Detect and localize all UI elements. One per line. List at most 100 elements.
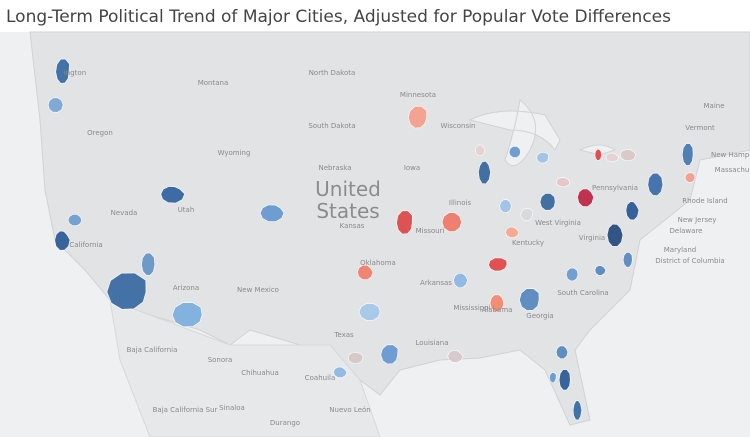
city-area xyxy=(347,351,364,364)
city-area xyxy=(55,58,70,84)
city-area xyxy=(619,149,637,161)
place-label: Maine xyxy=(703,102,724,110)
city-area xyxy=(594,265,607,276)
place-label: Texas xyxy=(333,331,354,339)
city-area xyxy=(106,272,147,310)
country-label: United States xyxy=(315,177,381,223)
place-label: Illinois xyxy=(449,199,472,207)
city-area xyxy=(54,230,71,251)
place-label: Coahuila xyxy=(305,374,336,382)
city-area xyxy=(520,208,533,221)
place-label: Nevada xyxy=(111,209,138,217)
land-mexico xyxy=(109,299,381,437)
place-label: Nuevo León xyxy=(329,406,370,414)
city-area xyxy=(622,252,633,268)
place-label: Arizona xyxy=(173,284,199,292)
city-area xyxy=(499,199,512,213)
city-area xyxy=(380,344,399,365)
city-area xyxy=(549,372,557,384)
city-area xyxy=(681,143,694,166)
place-label: South Dakota xyxy=(308,122,355,130)
city-area xyxy=(536,152,549,164)
place-label: Nebraska xyxy=(318,164,351,172)
city-area xyxy=(577,188,595,208)
city-area xyxy=(505,226,520,238)
place-label: Louisiana xyxy=(415,339,448,347)
city-area xyxy=(407,105,428,129)
place-label: Wyoming xyxy=(218,149,251,157)
place-label: Pennsylvania xyxy=(592,184,638,192)
place-label: New Mexico xyxy=(237,286,279,294)
city-area xyxy=(67,214,83,227)
place-label: Baja California xyxy=(127,346,178,354)
city-area xyxy=(453,272,468,289)
city-area xyxy=(478,160,491,185)
city-area xyxy=(47,97,64,113)
place-label: Vermont xyxy=(685,124,715,132)
city-area xyxy=(160,186,186,204)
city-area xyxy=(519,288,540,311)
place-label: Massachu xyxy=(715,166,750,174)
city-area xyxy=(625,201,640,221)
place-label: Oregon xyxy=(87,129,113,137)
place-label: Georgia xyxy=(526,312,553,320)
city-area xyxy=(605,152,620,162)
place-label: Kentucky xyxy=(512,239,544,247)
city-area xyxy=(259,204,285,222)
city-area xyxy=(171,302,203,328)
country-label-line: United xyxy=(315,177,381,201)
place-label: Rhode Island xyxy=(682,197,727,205)
city-area xyxy=(558,369,571,391)
country-label-line: States xyxy=(316,199,379,223)
place-label: Virginia xyxy=(579,234,605,242)
place-label: Wisconsin xyxy=(441,122,476,130)
place-label: Utah xyxy=(178,206,195,214)
labels: ington Montana North Dakota South Dakota Min… xyxy=(64,69,750,427)
place-label: Arkansas xyxy=(420,279,452,287)
city-area xyxy=(358,303,381,321)
city-area xyxy=(396,210,413,235)
city-area xyxy=(594,148,602,161)
city-area xyxy=(441,212,462,232)
land-us xyxy=(29,31,750,426)
place-label: Minnesota xyxy=(400,91,436,99)
place-label: Iowa xyxy=(404,164,420,172)
city-area xyxy=(606,223,624,247)
place-label: West Virginia xyxy=(535,219,581,227)
city-area xyxy=(572,400,583,421)
place-label: Oklahoma xyxy=(360,259,396,267)
city-area xyxy=(357,264,374,280)
city-area xyxy=(508,145,521,158)
place-label: South Carolina xyxy=(557,289,608,297)
city-area xyxy=(647,172,664,197)
title: Long-Term Political Trend of Major Citie… xyxy=(6,7,671,27)
place-label: Mississippi xyxy=(453,304,490,312)
place-label: Maryland xyxy=(664,246,696,254)
place-label: Sonora xyxy=(208,356,233,364)
place-label: Alabama xyxy=(482,306,513,314)
place-label: Sinaloa xyxy=(219,404,245,412)
place-label: New Hamps xyxy=(711,151,750,159)
city-area xyxy=(684,172,696,183)
place-label: Missouri xyxy=(416,227,445,235)
city-area xyxy=(447,350,464,363)
place-label: Chihuahua xyxy=(241,369,279,377)
city-area xyxy=(565,267,579,282)
place-label: Baja California Sur xyxy=(153,406,218,414)
city-area xyxy=(141,252,156,276)
place-label: North Dakota xyxy=(309,69,356,77)
place-label: New Jersey xyxy=(678,216,717,224)
city-area xyxy=(555,177,571,188)
cities xyxy=(47,58,696,421)
city-area xyxy=(555,345,569,360)
place-label: Delaware xyxy=(670,227,703,235)
place-label: District of Columbia xyxy=(655,257,724,265)
city-area xyxy=(539,193,556,211)
place-label: ington xyxy=(64,69,86,77)
place-label: Montana xyxy=(198,79,229,87)
city-area xyxy=(333,366,348,378)
place-label: Kansas xyxy=(340,222,365,230)
city-area xyxy=(489,294,505,312)
